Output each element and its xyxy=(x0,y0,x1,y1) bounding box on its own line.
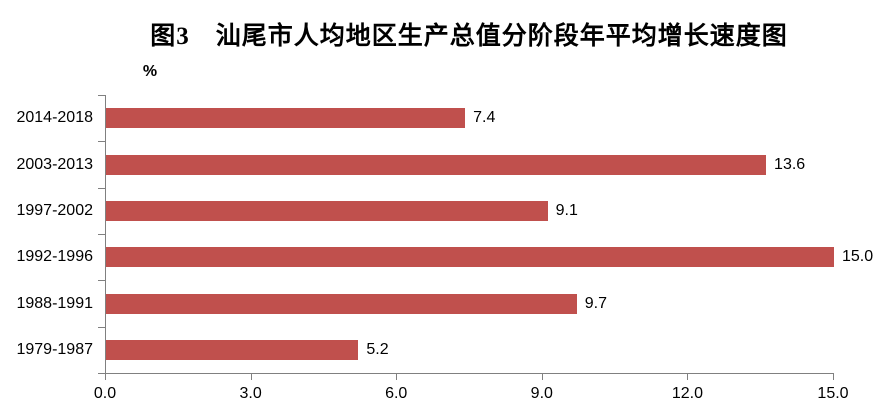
bar-value-label: 9.7 xyxy=(584,294,608,312)
y-axis-tick xyxy=(98,187,105,189)
x-axis-tick-label: 0.0 xyxy=(93,385,117,402)
bar xyxy=(106,339,359,360)
bar xyxy=(106,293,577,314)
x-axis-tick xyxy=(250,374,252,380)
y-axis-tick xyxy=(98,141,105,143)
axis-unit-label: % xyxy=(142,63,158,80)
y-axis-tick xyxy=(98,95,105,96)
category-axis-label: 1992-1996 xyxy=(16,248,93,266)
bar xyxy=(106,108,466,129)
x-axis-tick xyxy=(541,374,543,380)
category-axis-label: 1979-1987 xyxy=(16,340,93,358)
bar-value-label: 7.4 xyxy=(473,109,496,127)
y-axis-tick xyxy=(98,280,105,282)
category-axis-label: 1988-1991 xyxy=(16,294,93,312)
bar xyxy=(106,200,548,221)
bar xyxy=(106,154,767,175)
x-axis-tick xyxy=(833,374,834,380)
category-axis-label: 2003-2013 xyxy=(16,155,93,173)
x-axis-tick-label: 12.0 xyxy=(671,385,703,402)
bar-value-label: 13.6 xyxy=(774,155,806,173)
bar xyxy=(106,247,834,268)
x-axis-tick xyxy=(105,374,106,380)
category-axis-label: 1997-2002 xyxy=(16,201,93,219)
category-axis-label: 2014-2018 xyxy=(16,109,93,127)
bar-value-label: 5.2 xyxy=(366,340,389,358)
x-axis-tick-label: 3.0 xyxy=(239,385,262,402)
x-axis-tick-label: 9.0 xyxy=(530,385,553,402)
bar-value-label: 15.0 xyxy=(842,248,874,266)
x-axis-tick-label: 6.0 xyxy=(385,385,408,402)
x-axis-tick xyxy=(396,374,398,380)
x-axis-tick xyxy=(687,374,689,380)
x-axis-tick-label: 15.0 xyxy=(817,385,849,402)
y-axis-tick xyxy=(98,326,105,328)
plot-area xyxy=(105,95,834,374)
bar-value-label: 9.1 xyxy=(555,201,578,219)
y-axis-tick xyxy=(98,373,105,374)
y-axis-tick xyxy=(98,234,105,235)
chart-title: 图3 汕尾市人均地区生产总值分阶段年平均增长速度图 xyxy=(150,23,788,50)
